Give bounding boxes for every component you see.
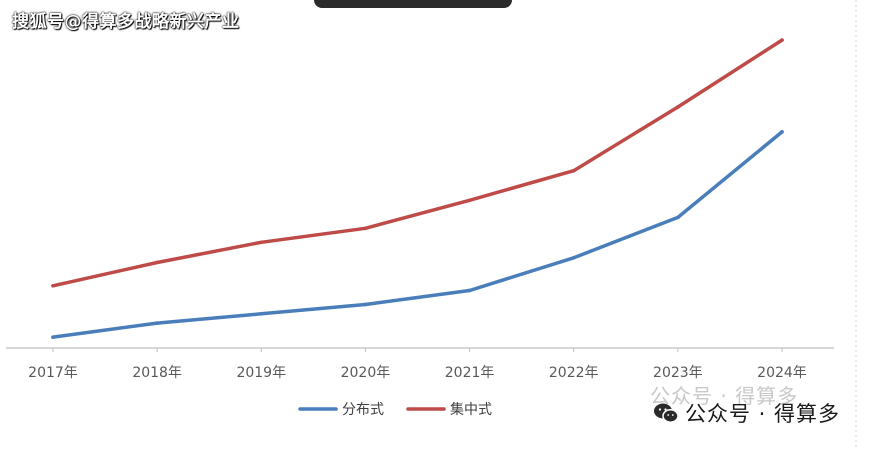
series-line-1 — [51, 38, 784, 288]
data-point — [571, 168, 576, 173]
x-tick-label: 2024年 — [757, 365, 807, 381]
x-tick-label: 2021年 — [445, 365, 495, 381]
data-point — [363, 302, 368, 307]
series-line-0 — [51, 130, 784, 339]
wechat-icon — [653, 402, 679, 424]
series-layer — [51, 38, 784, 339]
top-notch-bar — [314, 0, 512, 8]
legend-label: 分布式 — [342, 402, 384, 418]
legend: 分布式 集中式 — [298, 401, 492, 418]
legend-label: 集中式 — [450, 401, 492, 418]
x-tick-label: 2022年 — [549, 365, 599, 381]
data-point — [467, 198, 472, 203]
source-watermark: 搜狐号@得算多战略新兴产业 — [12, 12, 240, 32]
data-point — [676, 105, 680, 109]
data-point — [259, 311, 264, 316]
data-point — [676, 215, 680, 220]
x-tick-label: 2019年 — [236, 365, 286, 381]
axis-layer: 2017年 2018年 2019年 2020年 2021年 2022年 2023年 2024年 — [6, 0, 857, 447]
data-point — [780, 38, 784, 42]
data-point — [51, 335, 55, 339]
data-point — [51, 284, 55, 288]
data-point — [155, 260, 159, 265]
data-point — [780, 130, 784, 134]
wechat-watermark-text: 公众号 · 得算多 — [685, 402, 841, 426]
data-point — [259, 240, 264, 245]
data-point — [467, 288, 472, 293]
data-point — [363, 226, 368, 231]
data-point — [571, 256, 576, 260]
x-tick-label: 2018年 — [132, 365, 182, 381]
wechat-watermark: 公众号 · 得算多 — [653, 398, 840, 428]
wechat-ghost-watermark: 公众号 · 得算多 — [650, 384, 799, 408]
data-point — [155, 321, 159, 325]
x-tick-label: 2023年 — [653, 365, 703, 381]
x-tick-label: 2020年 — [341, 365, 391, 381]
x-tick-label: 2017年 — [28, 365, 78, 381]
